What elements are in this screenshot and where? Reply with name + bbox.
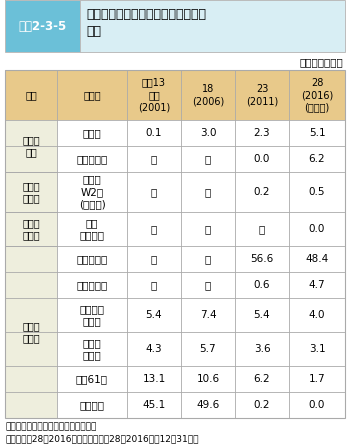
Bar	[5, 0, 345, 52]
Bar	[127, 212, 181, 246]
Text: 0.0: 0.0	[309, 400, 325, 410]
Text: 資料：農林水産省「農産物検査結果」: 資料：農林水産省「農産物検査結果」	[5, 422, 96, 431]
Bar	[181, 298, 235, 332]
Bar	[181, 332, 235, 366]
Text: セト
デュール: セト デュール	[79, 218, 105, 240]
Bar	[289, 366, 345, 392]
Bar	[289, 392, 345, 418]
Bar	[127, 332, 181, 366]
Bar	[127, 392, 181, 418]
Bar	[289, 298, 345, 332]
Text: 3.6: 3.6	[254, 344, 270, 354]
Text: 4.0: 4.0	[309, 310, 325, 320]
Text: 品種名: 品種名	[83, 90, 101, 100]
Bar	[235, 392, 289, 418]
Text: シロガネ
コムギ: シロガネ コムギ	[79, 304, 105, 326]
Text: 45.1: 45.1	[142, 400, 166, 410]
Text: －: －	[205, 224, 211, 234]
Text: 0.5: 0.5	[309, 187, 325, 197]
Text: 1.7: 1.7	[309, 374, 325, 384]
Bar	[235, 146, 289, 172]
Bar	[5, 392, 57, 418]
Bar	[57, 120, 127, 146]
Bar	[181, 212, 235, 246]
Bar	[5, 246, 57, 272]
Bar	[5, 172, 57, 212]
Text: 春よ恋: 春よ恋	[83, 128, 102, 138]
Text: 49.6: 49.6	[196, 400, 220, 410]
Bar	[5, 70, 345, 418]
Text: －: －	[205, 254, 211, 264]
Bar	[127, 172, 181, 212]
Text: 56.6: 56.6	[250, 254, 274, 264]
Text: 3.0: 3.0	[200, 128, 216, 138]
Text: －: －	[151, 154, 157, 164]
Text: 5.4: 5.4	[254, 310, 270, 320]
Bar	[235, 172, 289, 212]
Text: －: －	[151, 224, 157, 234]
Bar	[5, 172, 57, 212]
Bar	[235, 298, 289, 332]
Text: パスタ
用品種: パスタ 用品種	[22, 218, 40, 240]
Bar	[235, 272, 289, 298]
Bar	[181, 70, 235, 120]
Text: 13.1: 13.1	[142, 374, 166, 384]
Text: 国産小麦の主な用途・品種別の出荷
数量: 国産小麦の主な用途・品種別の出荷 数量	[86, 8, 206, 38]
Text: 6.2: 6.2	[309, 154, 325, 164]
Bar	[289, 212, 345, 246]
Bar	[235, 70, 289, 120]
Bar	[181, 392, 235, 418]
Bar	[80, 0, 345, 52]
Text: 0.2: 0.2	[254, 400, 270, 410]
Bar	[235, 366, 289, 392]
Bar	[57, 272, 127, 298]
Bar	[5, 298, 57, 332]
Text: 0.6: 0.6	[254, 280, 270, 290]
Text: 日本麺
用品種: 日本麺 用品種	[22, 321, 40, 343]
Bar	[5, 120, 57, 172]
Bar	[57, 366, 127, 392]
Bar	[5, 146, 57, 172]
Text: 5.4: 5.4	[146, 310, 162, 320]
Text: 図表2-3-5: 図表2-3-5	[18, 20, 66, 33]
Text: ちくし
W2号
(ラー麦): ちくし W2号 (ラー麦)	[79, 174, 105, 210]
Bar	[181, 272, 235, 298]
Text: 0.0: 0.0	[309, 224, 325, 234]
Text: －: －	[151, 254, 157, 264]
Text: さとのそら: さとのそら	[76, 280, 108, 290]
Text: きたほなみ: きたほなみ	[76, 254, 108, 264]
Bar	[181, 366, 235, 392]
Text: 18
(2006): 18 (2006)	[192, 84, 224, 106]
Text: パン用
品種: パン用 品種	[22, 135, 40, 157]
Bar	[5, 366, 57, 392]
Bar	[57, 392, 127, 418]
Text: 4.3: 4.3	[146, 344, 162, 354]
Bar	[57, 172, 127, 212]
Text: 0.1: 0.1	[146, 128, 162, 138]
Bar	[181, 172, 235, 212]
Bar	[5, 212, 57, 246]
Bar	[289, 172, 345, 212]
Bar	[289, 146, 345, 172]
Bar	[5, 120, 57, 146]
Bar	[5, 0, 80, 52]
Bar	[127, 272, 181, 298]
Text: 農林61号: 農林61号	[76, 374, 108, 384]
Bar	[289, 70, 345, 120]
Bar	[235, 246, 289, 272]
Bar	[127, 120, 181, 146]
Bar	[127, 146, 181, 172]
Bar	[57, 246, 127, 272]
Bar	[5, 332, 57, 366]
Bar	[57, 332, 127, 366]
Bar	[57, 212, 127, 246]
Bar	[57, 70, 127, 120]
Bar	[5, 272, 57, 298]
Bar	[5, 212, 57, 246]
Text: －: －	[151, 187, 157, 197]
Text: 28
(2016)
(速報値): 28 (2016) (速報値)	[301, 78, 333, 112]
Text: －: －	[205, 280, 211, 290]
Text: 中華麺
用品種: 中華麺 用品種	[22, 181, 40, 203]
Text: ホクシン: ホクシン	[79, 400, 105, 410]
Bar	[289, 246, 345, 272]
